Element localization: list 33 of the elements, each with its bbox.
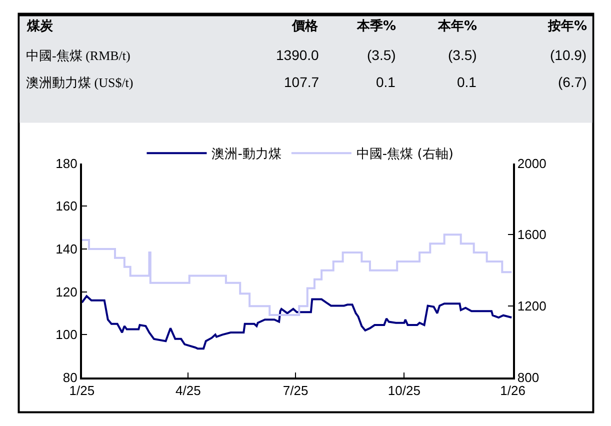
x-tick-label: 10/25 xyxy=(388,383,420,398)
text: (6.7) xyxy=(558,74,587,90)
category-label: 本年% xyxy=(437,19,478,34)
x-tick-label: 1/25 xyxy=(69,383,95,398)
legend-label: 中國-焦煤 (右軸) xyxy=(356,147,454,162)
text: 1390.0 xyxy=(276,47,319,63)
y-tick-label: 180 xyxy=(56,156,78,171)
y2-tick-label: 1200 xyxy=(517,298,546,314)
text: (3.5) xyxy=(367,47,396,63)
text: 0.1 xyxy=(457,74,476,90)
x-tick-label: 4/25 xyxy=(176,383,201,398)
text: 煤炭 xyxy=(26,19,54,34)
text: (3.5) xyxy=(448,47,477,63)
x-tick-label: 1/26 xyxy=(500,383,526,398)
line-series xyxy=(82,295,513,350)
text: (10.9) xyxy=(550,47,587,63)
legend-label: 澳洲-動力煤 xyxy=(212,147,282,162)
text: 107.7 xyxy=(284,74,320,90)
y-tick-label: 140 xyxy=(56,242,78,257)
category-label: 本季% xyxy=(356,18,396,34)
category-label: 澳洲動力煤 (US$/t) xyxy=(26,75,134,90)
category-label: 按年% xyxy=(547,18,588,34)
x-tick-label: 7/25 xyxy=(282,383,308,398)
y2-tick-label: 1600 xyxy=(517,227,546,242)
text: 0.1 xyxy=(376,74,396,90)
y-tick-label: 80 xyxy=(62,370,78,386)
y2-tick-label: 800 xyxy=(517,370,540,386)
y-tick-label: 120 xyxy=(56,284,78,300)
y-tick-label: 160 xyxy=(56,198,78,214)
category-label: 中國-焦煤 (RMB/t) xyxy=(26,48,130,63)
y2-tick-label: 2000 xyxy=(517,156,546,171)
category-label: 價格 xyxy=(291,19,319,34)
y-tick-label: 100 xyxy=(56,327,78,342)
